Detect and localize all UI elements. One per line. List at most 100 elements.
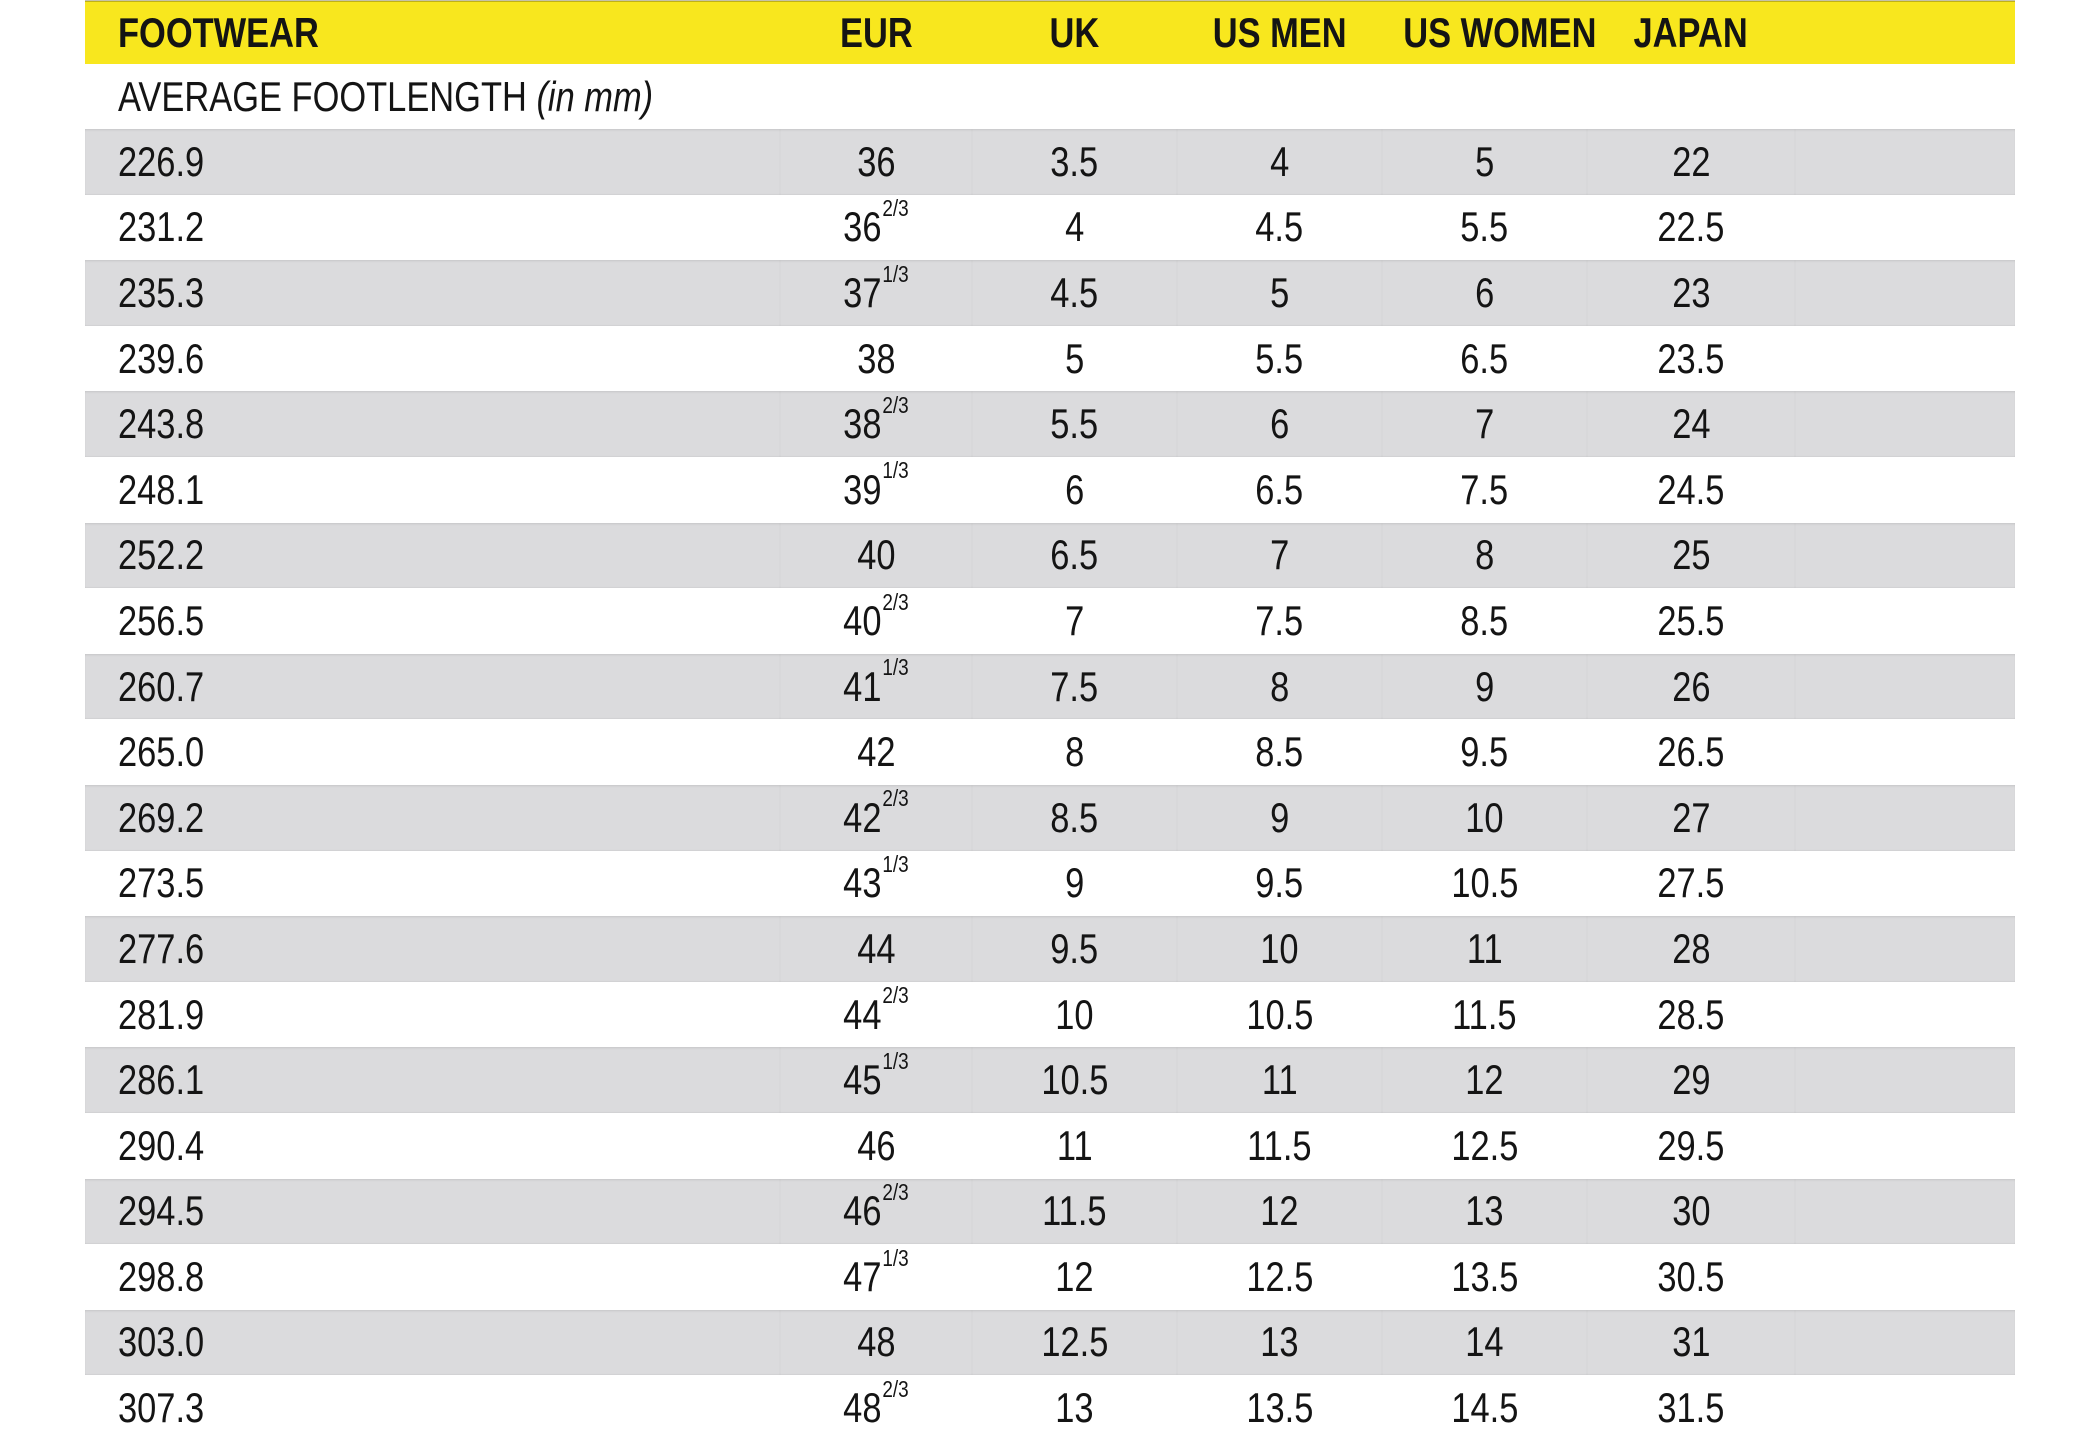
footlength-cell: 252.2 [85,522,780,589]
us-women-cell: 10 [1382,784,1587,851]
us-men-cell: 8 [1177,653,1382,720]
column-header-eur-cell: EUR [780,0,972,64]
us-men-cell: 7 [1177,522,1382,589]
table-row: 294.5 462/3 11.5 12 13 30 [85,1178,2015,1245]
japan-cell: 25.5 [1587,588,1795,654]
column-header-uk: UK [1049,9,1100,56]
table-row: 256.5 402/3 7 7.5 8.5 25.5 [85,588,2015,654]
column-header-eur: EUR [839,9,913,56]
us-men-cell: 4.5 [1177,194,1382,261]
size-conversion-table: FOOTWEAR EUR UK US MEN US WOMEN JAPAN [85,0,2015,1441]
uk-cell: 7.5 [972,653,1177,720]
column-header-us-women-cell: US WOMEN [1382,0,1596,64]
table-row: 298.8 471/3 12 12.5 13.5 30.5 [85,1244,2015,1310]
footlength-cell: 298.8 [85,1244,780,1310]
table-row: 286.1 451/3 10.5 11 12 29 [85,1047,2015,1113]
eur-fraction: 2/3 [882,1178,909,1205]
column-header-us-men-cell: US MEN [1177,0,1382,64]
filler-cell [1795,1178,2015,1245]
eur-fraction: 2/3 [882,391,909,418]
footlength-cell: 231.2 [85,194,780,261]
size-table-body: 226.9 36 3.5 4 5 22 231.2 362/3 4 4.5 5.5 22.5 235.3… [85,129,2015,1441]
us-women-cell: 9.5 [1382,719,1587,785]
subheader-label: AVERAGE FOOTLENGTH [118,72,527,120]
filler-cell [1795,1309,2015,1376]
us-men-cell: 9 [1177,784,1382,851]
eur-cell: 431/3 [780,850,972,917]
eur-cell: 42 [780,719,972,785]
eur-fraction: 1/3 [882,1244,909,1271]
us-women-cell: 10.5 [1382,850,1587,917]
us-women-cell: 11 [1382,916,1587,982]
subheader-row: AVERAGE FOOTLENGTH (in mm) [85,64,2015,129]
eur-cell: 46 [780,1112,972,1179]
eur-cell: 442/3 [780,981,972,1048]
table-row: 231.2 362/3 4 4.5 5.5 22.5 [85,194,2015,261]
filler-cell [1795,1244,2015,1310]
japan-cell: 30.5 [1587,1244,1795,1310]
eur-cell: 422/3 [780,784,972,851]
eur-cell: 382/3 [780,391,972,457]
table-row: 277.6 44 9.5 10 11 28 [85,916,2015,982]
uk-cell: 10 [972,981,1177,1048]
japan-cell: 28 [1587,916,1795,982]
eur-fraction: 1/3 [882,850,909,877]
footlength-cell: 307.3 [85,1375,780,1441]
footlength-cell: 294.5 [85,1178,780,1245]
japan-cell: 28.5 [1587,981,1795,1048]
uk-cell: 8 [972,719,1177,785]
table-row: 248.1 391/3 6 6.5 7.5 24.5 [85,456,2015,523]
eur-fraction: 1/3 [882,457,909,484]
footlength-cell: 269.2 [85,784,780,851]
uk-cell: 10.5 [972,1047,1177,1113]
us-women-cell: 5.5 [1382,194,1587,261]
us-women-cell: 13 [1382,1178,1587,1245]
eur-fraction: 2/3 [882,982,909,1009]
japan-cell: 25 [1587,522,1795,589]
us-men-cell: 9.5 [1177,850,1382,917]
eur-fraction: 1/3 [882,1047,909,1074]
column-header-footwear: FOOTWEAR [118,9,319,56]
us-men-cell: 4 [1177,129,1382,195]
us-women-cell: 7 [1382,391,1587,457]
header-row: FOOTWEAR EUR UK US MEN US WOMEN JAPAN [85,0,2015,64]
filler-cell [1795,1047,2015,1113]
eur-fraction: 1/3 [882,654,909,681]
us-women-cell: 11.5 [1382,981,1587,1048]
filler-cell [1795,784,2015,851]
japan-cell: 23 [1587,260,1795,326]
uk-cell: 3.5 [972,129,1177,195]
eur-cell: 482/3 [780,1375,972,1441]
subheader-unit-note: (in mm) [536,72,654,120]
footlength-cell: 239.6 [85,325,780,392]
column-header-us-women: US WOMEN [1403,9,1597,56]
eur-cell: 391/3 [780,456,972,523]
uk-cell: 11 [972,1112,1177,1179]
footlength-cell: 265.0 [85,719,780,785]
filler-cell [1795,129,2015,195]
uk-cell: 8.5 [972,784,1177,851]
japan-cell: 24 [1587,391,1795,457]
eur-fraction: 2/3 [882,785,909,812]
uk-cell: 9.5 [972,916,1177,982]
japan-cell: 26 [1587,653,1795,720]
japan-cell: 29.5 [1587,1112,1795,1179]
uk-cell: 5.5 [972,391,1177,457]
japan-cell: 22 [1587,129,1795,195]
us-men-cell: 6 [1177,391,1382,457]
table-row: 235.3 371/3 4.5 5 6 23 [85,260,2015,326]
uk-cell: 12 [972,1244,1177,1310]
table-row: 303.0 48 12.5 13 14 31 [85,1309,2015,1376]
table-row: 243.8 382/3 5.5 6 7 24 [85,391,2015,457]
us-women-cell: 8.5 [1382,588,1587,654]
us-men-cell: 13.5 [1177,1375,1382,1441]
column-header-us-men: US MEN [1212,9,1347,56]
eur-cell: 411/3 [780,653,972,720]
us-women-cell: 12 [1382,1047,1587,1113]
us-men-cell: 5 [1177,260,1382,326]
us-men-cell: 6.5 [1177,456,1382,523]
uk-cell: 12.5 [972,1309,1177,1376]
footlength-cell: 256.5 [85,588,780,654]
filler-cell [1795,522,2015,589]
table-row: 265.0 42 8 8.5 9.5 26.5 [85,719,2015,785]
